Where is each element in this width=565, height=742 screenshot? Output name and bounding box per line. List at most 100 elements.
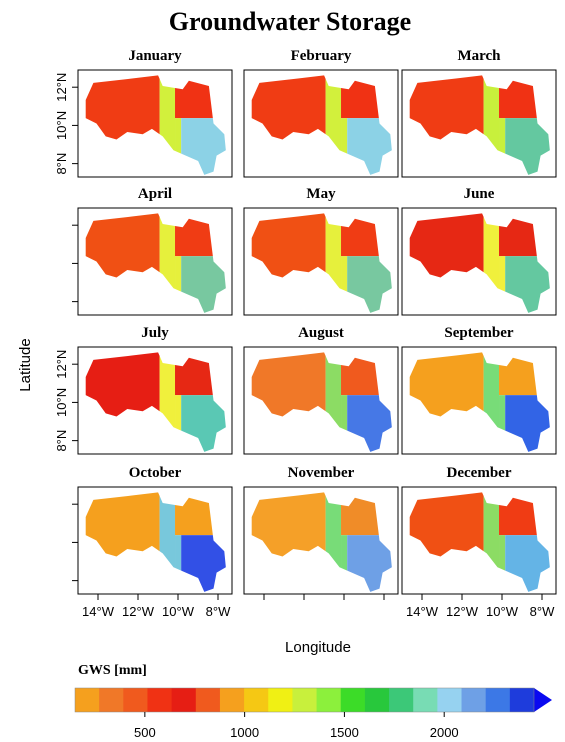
map-zone (159, 492, 176, 592)
y-tick-label: 12°N (54, 73, 69, 102)
map-zone (175, 492, 226, 536)
map-zone (85, 75, 160, 175)
map-zone (347, 395, 392, 452)
y-axis-label: Latitude (17, 338, 34, 391)
y-tick-label: 8°N (54, 430, 69, 452)
colorbar-arrow (534, 688, 552, 712)
map-zone (505, 395, 550, 452)
colorbar-segment (413, 688, 438, 712)
map (409, 213, 550, 313)
panel-title: December (447, 465, 512, 481)
colorbar-segment (485, 688, 511, 712)
colorbar-segment (340, 688, 366, 712)
map-zone (505, 256, 550, 313)
colorbar-tick-label: 1500 (330, 725, 359, 740)
map-zone (341, 352, 392, 396)
map-zone (499, 492, 550, 536)
map-zone (341, 535, 348, 592)
map-zone (175, 256, 182, 313)
colorbar-segment (195, 688, 221, 712)
map-zone (85, 492, 160, 592)
map-zone (341, 118, 348, 175)
map-zone (251, 492, 326, 592)
x-tick-label: 14°W (82, 604, 115, 619)
map-zone (181, 395, 226, 452)
panel-title: May (306, 186, 336, 202)
colorbar-segment (509, 688, 535, 712)
panel-frame (77, 207, 233, 316)
map-zone (325, 75, 342, 175)
panel-title: March (457, 48, 501, 64)
panel-frame (243, 207, 399, 316)
map (85, 213, 226, 313)
map-zone (341, 213, 392, 257)
panel-frame (243, 486, 399, 595)
map-zone (251, 352, 326, 452)
colorbar-segment (171, 688, 197, 712)
map-zone (175, 75, 226, 119)
map-zone (175, 535, 182, 592)
map-zone (341, 75, 392, 119)
colorbar-segment (75, 688, 100, 712)
map-zone (181, 256, 226, 313)
map-zone (325, 213, 342, 313)
map-zone (341, 256, 348, 313)
panel-title: April (138, 186, 172, 202)
x-tick-label: 8°W (530, 604, 555, 619)
map-zone (347, 256, 392, 313)
map (85, 75, 226, 175)
map (409, 352, 550, 452)
map-zone (499, 118, 506, 175)
map-zone (499, 395, 506, 452)
map-zone (175, 118, 182, 175)
panel-frame (401, 69, 557, 178)
map-zone (159, 352, 176, 452)
map (251, 213, 392, 313)
map-zone (409, 352, 484, 452)
colorbar-segment (389, 688, 414, 712)
colorbar-segment (99, 688, 124, 712)
map (251, 492, 392, 592)
panel-frame (401, 346, 557, 455)
map-zone (181, 535, 226, 592)
x-tick-label: 12°W (122, 604, 155, 619)
x-tick-label: 12°W (446, 604, 479, 619)
panel-title: January (128, 48, 182, 64)
y-tick-label: 10°N (54, 388, 69, 417)
x-tick-label: 10°W (162, 604, 195, 619)
map-zone (499, 256, 506, 313)
map-zone (181, 118, 226, 175)
map-zone (409, 492, 484, 592)
panel-title: August (298, 325, 344, 341)
map-zone (175, 395, 182, 452)
map-zone (505, 118, 550, 175)
panel-frame (77, 486, 233, 595)
panel-frame (243, 69, 399, 178)
colorbar-tick-label: 500 (134, 725, 156, 740)
map-zone (159, 213, 176, 313)
map (251, 75, 392, 175)
colorbar-label: GWS [mm] (78, 663, 147, 678)
map (85, 352, 226, 452)
y-tick-label: 10°N (54, 111, 69, 140)
panel-frame (77, 69, 233, 178)
colorbar-segment (461, 688, 487, 712)
panel-title: November (288, 465, 355, 481)
map-zone (175, 352, 226, 396)
colorbar-segment (364, 688, 390, 712)
colorbar-segment (292, 688, 318, 712)
map-zone (483, 213, 500, 313)
panel-frame (401, 486, 557, 595)
map-zone (409, 213, 484, 313)
x-tick-label: 10°W (486, 604, 519, 619)
y-tick-label: 8°N (54, 153, 69, 175)
colorbar-segment (147, 688, 173, 712)
map (85, 492, 226, 592)
map-zone (499, 75, 550, 119)
map-zone (409, 75, 484, 175)
colorbar-segment (437, 688, 463, 712)
colorbar-frame (74, 687, 535, 713)
figure-title: Groundwater Storage (169, 7, 411, 36)
x-axis-label: Longitude (285, 639, 351, 656)
x-tick-label: 14°W (406, 604, 439, 619)
